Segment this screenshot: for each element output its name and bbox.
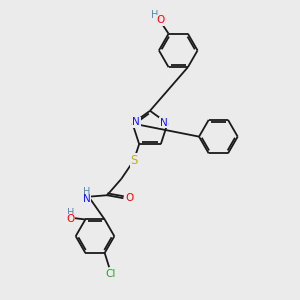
Text: N: N: [160, 118, 167, 128]
Text: H: H: [67, 208, 74, 218]
Text: Cl: Cl: [105, 269, 116, 279]
Text: N: N: [133, 117, 140, 127]
Text: N: N: [83, 194, 91, 204]
Text: O: O: [126, 193, 134, 203]
Text: O: O: [66, 214, 75, 224]
Text: S: S: [130, 154, 137, 167]
Text: H: H: [83, 187, 91, 197]
Text: O: O: [157, 15, 165, 25]
Text: H: H: [151, 10, 159, 20]
